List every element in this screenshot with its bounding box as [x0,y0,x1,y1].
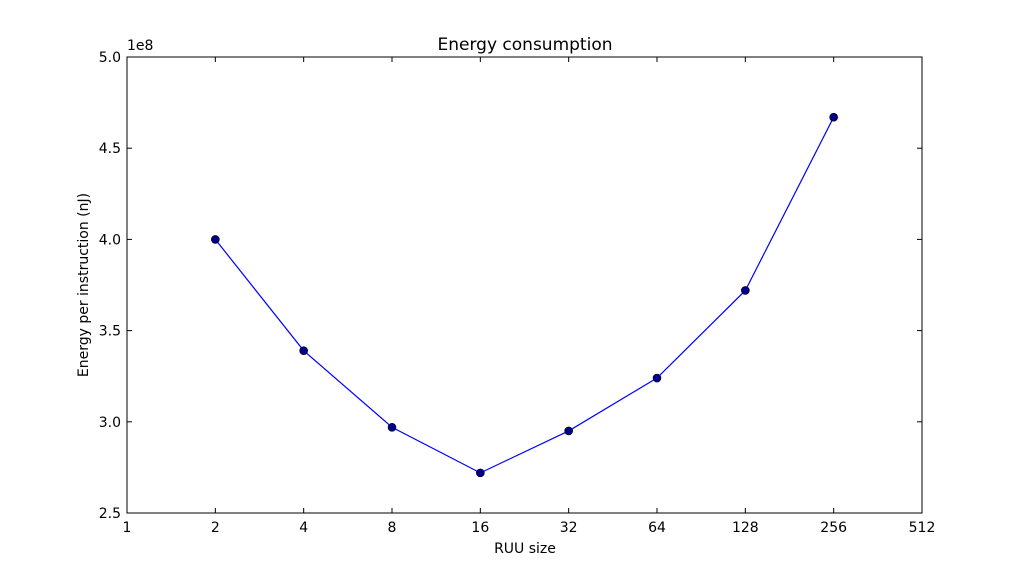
chart-title: Energy consumption [438,35,613,55]
x-tick-label: 128 [732,520,759,536]
data-point [387,422,397,432]
x-tick-label: 4 [299,520,308,536]
x-axis-title: RUU size [494,541,556,557]
y-tick-label: 4.0 [99,232,121,248]
y-tick-label: 3.0 [99,415,121,431]
data-point [211,235,220,244]
data-point [652,373,662,383]
x-tick-label: 64 [648,520,666,536]
x-tick-label: 32 [560,520,578,536]
data-point [741,286,750,295]
x-tick-label: 8 [388,520,397,536]
y-tick-label: 4.5 [99,141,121,157]
x-tick-label: 16 [471,520,489,536]
plot-area-frame [126,56,923,514]
series-line [214,116,835,474]
y-tick-label: 3.5 [99,324,121,340]
x-tick-label: 1 [123,520,132,536]
y-tick-label: 2.5 [99,506,121,522]
data-point [564,426,573,436]
y-tick-label: 5.0 [99,50,121,66]
x-tick-label: 2 [211,520,220,536]
data-point [299,346,308,355]
x-tick-label: 256 [820,520,847,536]
data-point [829,112,838,122]
y-multiplier-label: 1e8 [127,38,153,54]
x-tick-label: 512 [909,520,936,536]
y-axis-title: Energy per instruction (nJ) [76,193,92,377]
data-point [476,468,485,478]
